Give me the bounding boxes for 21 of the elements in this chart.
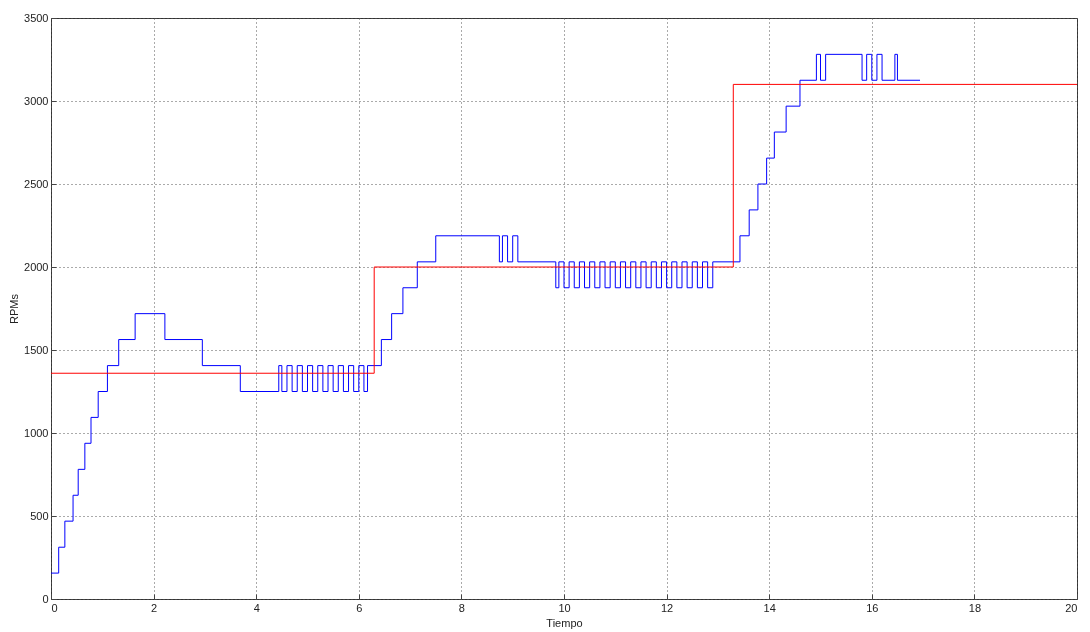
y-tick-label: 3500 xyxy=(24,11,49,24)
x-tick-label: 4 xyxy=(253,601,260,614)
y-axis-title: RPMs xyxy=(8,293,21,324)
x-tick-label: 16 xyxy=(866,601,879,614)
x-tick-label: 8 xyxy=(458,601,465,614)
x-tick-label: 0 xyxy=(51,601,58,614)
x-axis-title: Tiempo xyxy=(546,616,583,629)
y-tick-label: 0 xyxy=(42,592,49,605)
x-tick-label: 2 xyxy=(151,601,158,614)
x-tick-label: 12 xyxy=(660,601,674,614)
x-tick-label: 20 xyxy=(1065,601,1078,614)
y-tick-label: 500 xyxy=(30,509,49,522)
x-tick-label: 10 xyxy=(558,601,571,614)
y-tick-label: 1000 xyxy=(24,426,49,439)
x-tick-label: 6 xyxy=(356,601,363,614)
x-tick-label: 14 xyxy=(763,601,776,614)
x-tick-label: 18 xyxy=(968,601,982,614)
y-tick-label: 2000 xyxy=(24,260,49,273)
y-tick-label: 3000 xyxy=(24,94,49,107)
y-tick-label: 2500 xyxy=(24,177,49,190)
y-tick-label: 1500 xyxy=(24,343,49,356)
